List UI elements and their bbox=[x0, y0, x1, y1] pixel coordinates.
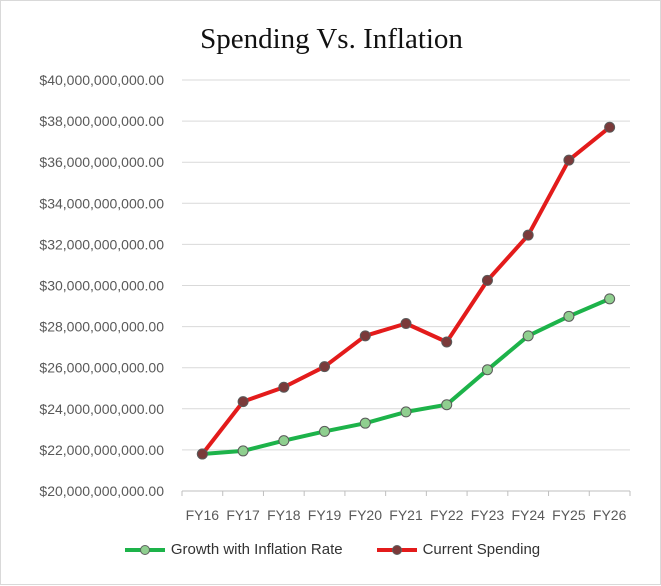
chart-title: Spending Vs. Inflation bbox=[200, 23, 463, 55]
series-point-0 bbox=[481, 364, 493, 376]
legend-label-spending: Current Spending bbox=[422, 541, 541, 558]
series-point-0 bbox=[237, 445, 249, 457]
series-point-1 bbox=[196, 448, 208, 460]
series-point-1 bbox=[400, 318, 412, 330]
series-point-0 bbox=[278, 435, 290, 447]
series-point-1 bbox=[481, 274, 493, 286]
series-point-1 bbox=[522, 229, 534, 241]
y-tick-label: $24,000,000,000.00 bbox=[39, 401, 164, 417]
series-point-0 bbox=[319, 425, 331, 437]
y-tick-label: $36,000,000,000.00 bbox=[39, 154, 164, 170]
series-point-0 bbox=[522, 330, 534, 342]
series-point-1 bbox=[319, 361, 331, 373]
series-point-0 bbox=[400, 406, 412, 418]
y-tick-label: $30,000,000,000.00 bbox=[39, 278, 164, 294]
series-point-1 bbox=[441, 336, 453, 348]
x-tick-label: FY20 bbox=[349, 507, 383, 523]
y-tick-label: $28,000,000,000.00 bbox=[39, 319, 164, 335]
x-tick-label: FY21 bbox=[389, 507, 423, 523]
y-tick-label: $38,000,000,000.00 bbox=[39, 113, 164, 129]
x-tick-label: FY18 bbox=[267, 507, 301, 523]
series-point-1 bbox=[359, 330, 371, 342]
y-tick-label: $32,000,000,000.00 bbox=[39, 236, 164, 252]
x-tick-label: FY16 bbox=[186, 507, 220, 523]
series-point-0 bbox=[359, 417, 371, 429]
legend-swatch-spending bbox=[376, 544, 417, 555]
series-point-0 bbox=[563, 310, 575, 322]
x-tick-label: FY19 bbox=[308, 507, 342, 523]
y-tick-label: $34,000,000,000.00 bbox=[39, 195, 164, 211]
legend-entry-growth: Growth with Inflation Rate bbox=[123, 541, 343, 558]
chart-legend: Growth with Inflation Rate Current Spend… bbox=[1, 541, 661, 558]
x-tick-label: FY17 bbox=[226, 507, 260, 523]
y-tick-label: $26,000,000,000.00 bbox=[39, 360, 164, 376]
x-tick-label: FY23 bbox=[471, 507, 505, 523]
series-point-1 bbox=[278, 381, 290, 393]
x-tick-label: FY25 bbox=[552, 507, 586, 523]
series-line-1 bbox=[200, 125, 612, 456]
series-point-0 bbox=[441, 399, 453, 411]
y-tick-label: $40,000,000,000.00 bbox=[39, 72, 164, 88]
y-tick-label: $22,000,000,000.00 bbox=[39, 442, 164, 458]
series-point-1 bbox=[604, 121, 616, 133]
legend-label-growth: Growth with Inflation Rate bbox=[170, 541, 343, 558]
series-point-1 bbox=[237, 396, 249, 408]
x-tick-label: FY26 bbox=[593, 507, 627, 523]
series-point-1 bbox=[563, 154, 575, 166]
x-tick-label: FY24 bbox=[511, 507, 545, 523]
legend-entry-spending: Current Spending bbox=[375, 541, 541, 558]
x-tick-label: FY22 bbox=[430, 507, 464, 523]
series-point-0 bbox=[604, 293, 616, 305]
y-tick-label: $20,000,000,000.00 bbox=[39, 483, 164, 499]
legend-swatch-growth bbox=[124, 544, 165, 555]
